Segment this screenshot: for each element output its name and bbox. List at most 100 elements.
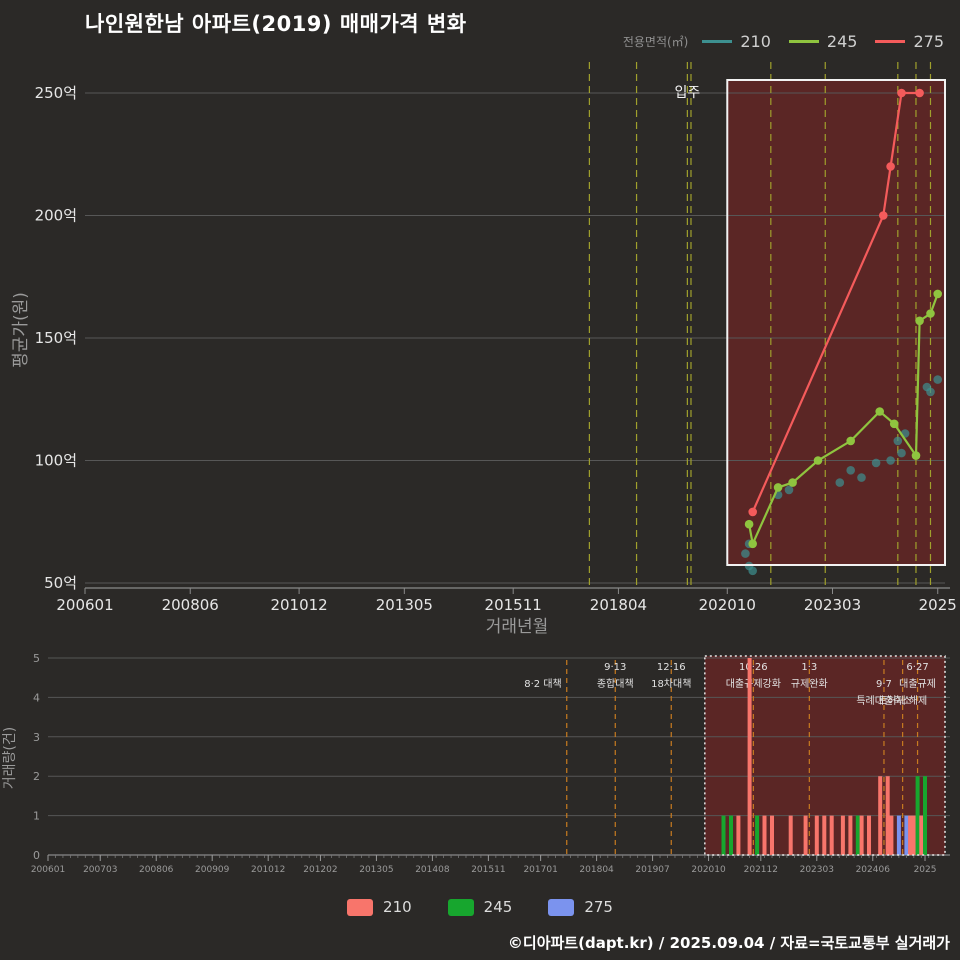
data-point-210[interactable] (846, 466, 855, 475)
volume-bar-210[interactable] (822, 815, 827, 855)
price-x-axis: 200601 200806 201012 201305 201511 201804 2020… (56, 587, 957, 614)
data-point-210[interactable] (871, 458, 881, 468)
data-point-245[interactable] (875, 407, 884, 416)
price-series-245 (744, 289, 942, 549)
volume-bar-245[interactable] (915, 776, 920, 855)
data-point-245[interactable] (911, 451, 921, 460)
legend-top-items: 210 245 275 (702, 32, 944, 51)
volume-bar-245[interactable] (729, 815, 733, 855)
volume-bar-210[interactable] (814, 815, 819, 855)
x-tick-label: 201012 (270, 596, 327, 614)
data-point-245[interactable] (889, 419, 899, 429)
volume-bar-210[interactable] (919, 815, 924, 855)
volume-bar-245[interactable] (755, 815, 760, 855)
volume-x-tick-label: 202406 (856, 865, 891, 875)
data-point-275[interactable] (886, 162, 895, 171)
x-tick-label: 201511 (485, 596, 542, 614)
data-point-210[interactable] (933, 375, 942, 384)
volume-bar-210[interactable] (878, 776, 883, 855)
legend-top-item-245[interactable]: 245 (788, 32, 858, 51)
policy-annotation: 10·26 (739, 662, 768, 673)
volume-bar-210[interactable] (829, 815, 834, 855)
data-point-245[interactable] (773, 483, 783, 492)
data-point-210[interactable] (893, 436, 903, 446)
data-point-275[interactable] (748, 507, 757, 517)
x-tick-label: 201305 (376, 596, 433, 614)
volume-bar-210[interactable] (762, 815, 767, 855)
data-point-245[interactable] (926, 309, 935, 318)
volume-bar-210[interactable] (859, 815, 864, 855)
volume-x-tick-label: 201202 (303, 865, 337, 875)
volume-bar-210[interactable] (908, 815, 913, 855)
volume-chart: 0 1 2 3 4 5 200601 200703 200806 200909 201012 2012… (2, 652, 950, 875)
data-point-210[interactable] (897, 448, 906, 458)
data-point-210[interactable] (835, 478, 845, 487)
legend-bottom-item-245[interactable]: 245 (447, 898, 512, 916)
volume-x-tick-label: 200806 (139, 865, 174, 875)
data-point-275[interactable] (897, 88, 906, 98)
volume-bar-210[interactable] (803, 815, 808, 855)
volume-x-tick-label: 202303 (800, 865, 834, 875)
volume-x-tick-label: 201804 (579, 865, 614, 875)
data-point-245[interactable] (846, 436, 855, 446)
policy-annotation: 규제완화 (791, 678, 828, 690)
legend-line-swatch (875, 40, 906, 43)
volume-bar-245[interactable] (855, 815, 860, 855)
x-tick-label: 200806 (162, 596, 219, 614)
volume-bar-210[interactable] (885, 776, 890, 855)
volume-x-tick-label: 201907 (635, 865, 669, 875)
volume-bar-245[interactable] (923, 776, 927, 855)
data-point-275[interactable] (879, 211, 888, 220)
policy-annotation: 1·3 (801, 662, 817, 673)
volume-bar-210[interactable] (911, 815, 916, 855)
volume-bar-210[interactable] (889, 815, 894, 855)
volume-bar-210[interactable] (848, 815, 853, 855)
volume-y-tick-label: 3 (33, 731, 40, 744)
data-point-210[interactable] (886, 456, 895, 465)
data-point-245[interactable] (813, 456, 823, 465)
x-tick-label: 2025 (919, 596, 957, 614)
legend-top-item-210[interactable]: 210 (702, 32, 771, 51)
volume-bar-275[interactable] (896, 815, 901, 855)
price-grid: 50억 100억 150억 200억 250억 (35, 84, 945, 592)
legend-bottom: 210 245 275 (0, 898, 960, 916)
volume-x-tick-label: 200703 (83, 865, 117, 875)
legend-top-item-275[interactable]: 275 (875, 32, 944, 51)
data-point-210[interactable] (784, 485, 794, 495)
data-point-245[interactable] (788, 478, 797, 487)
legend-top-item-label: 245 (826, 32, 858, 51)
price-series-275 (748, 88, 924, 517)
volume-y-tick-label: 4 (33, 691, 40, 704)
policy-annotation: 토허제 해제 (878, 694, 927, 707)
volume-x-tick-label: 201012 (251, 865, 285, 875)
data-point-210[interactable] (741, 549, 750, 558)
volume-x-tick-label: 2025 (914, 865, 937, 875)
data-point-210[interactable] (748, 566, 757, 576)
legend-bottom-item-label: 275 (584, 898, 613, 916)
volume-bar-210[interactable] (840, 815, 845, 855)
data-point-210[interactable] (926, 387, 935, 397)
volume-bar-245[interactable] (721, 815, 726, 855)
data-point-275[interactable] (915, 88, 924, 98)
data-point-245[interactable] (915, 316, 924, 326)
data-point-245[interactable] (933, 289, 942, 299)
legend-top-item-label: 210 (740, 32, 771, 51)
legend-bottom-item-210[interactable]: 210 (347, 898, 412, 916)
volume-event-annotations: 8·2 대책 9·13 종합대책 12·16 18차대책 10·26 대출규제강화 1·3 규제… (524, 662, 936, 707)
policy-annotation: 종합대책 (597, 678, 634, 690)
x-tick-label: 202303 (804, 596, 861, 614)
legend-line-swatch (788, 40, 819, 43)
volume-highlight-border (704, 655, 946, 856)
volume-bar-210[interactable] (747, 658, 752, 855)
data-point-245[interactable] (744, 519, 754, 529)
legend-bottom-item-275[interactable]: 275 (548, 898, 613, 916)
volume-bar-275[interactable] (904, 815, 909, 855)
volume-bar-210[interactable] (788, 815, 793, 855)
volume-bar-210[interactable] (736, 815, 741, 855)
volume-bar-210[interactable] (867, 815, 871, 855)
data-point-210[interactable] (857, 473, 866, 482)
volume-bar-210[interactable] (770, 815, 774, 855)
data-point-245[interactable] (748, 539, 757, 549)
x-tick-label: 201804 (590, 596, 647, 614)
